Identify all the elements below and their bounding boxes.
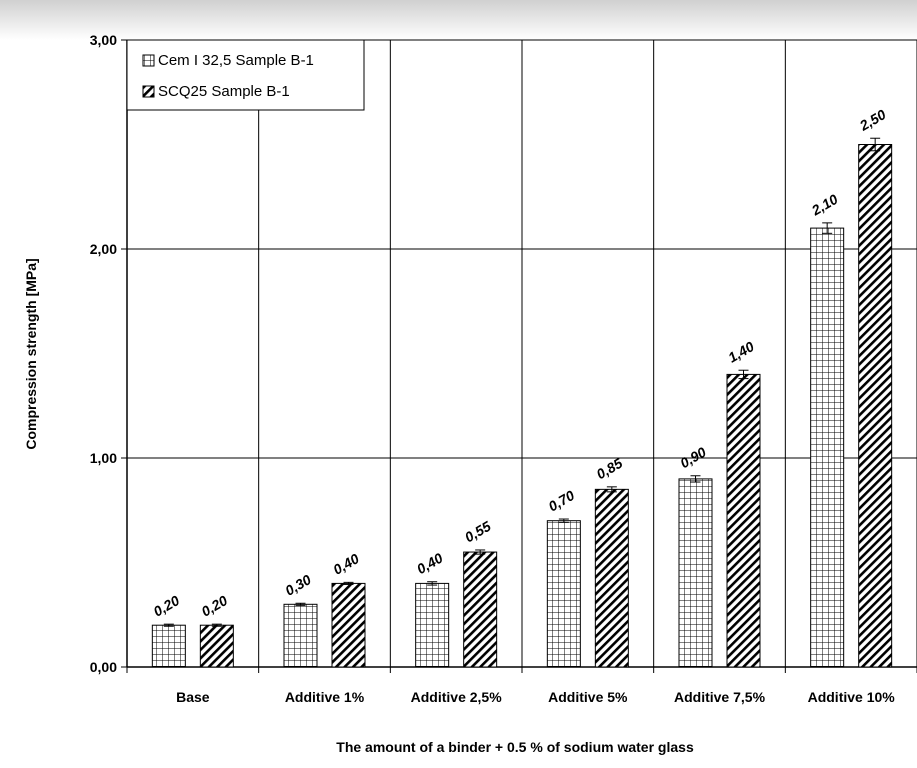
top-background (0, 0, 917, 40)
bar (151, 624, 186, 668)
bar (199, 624, 234, 668)
bar (810, 227, 845, 668)
plot-area: 0,00 1,00 2,00 3,00 Base Additive 1% Additive … (90, 32, 917, 705)
legend-label: Cem I 32,5 Sample B-1 (158, 52, 314, 69)
legend-label: SCQ25 Sample B-1 (158, 83, 290, 100)
bar (726, 373, 761, 668)
x-tick-label: Additive 5% (548, 689, 628, 705)
x-tick-label: Additive 10% (808, 689, 896, 705)
x-axis-title: The amount of a binder + 0.5 % of sodium… (336, 739, 694, 755)
legend-swatch (142, 85, 155, 98)
y-tick-label: 0,00 (90, 659, 117, 675)
legend: Cem I 32,5 Sample B-1 SCQ25 Sample B-1 (126, 39, 365, 111)
bar (331, 582, 366, 668)
bar (415, 582, 450, 668)
chart-background (0, 40, 917, 763)
x-tick-label: Base (176, 689, 210, 705)
y-tick-label: 3,00 (90, 32, 117, 48)
x-tick-label: Additive 1% (285, 689, 365, 705)
bar (283, 603, 318, 668)
legend-swatch (142, 54, 155, 67)
bar (678, 478, 713, 668)
legend-box (126, 39, 365, 111)
x-tick-label: Additive 7,5% (674, 689, 766, 705)
y-tick-label: 1,00 (90, 450, 117, 466)
bar (858, 144, 893, 668)
y-tick-label: 2,00 (90, 241, 117, 257)
bar (594, 488, 629, 668)
x-tick-label: Additive 2,5% (411, 689, 503, 705)
bar (463, 551, 498, 668)
y-axis-title: Compression strength [MPa] (23, 258, 39, 449)
bar (546, 520, 581, 668)
